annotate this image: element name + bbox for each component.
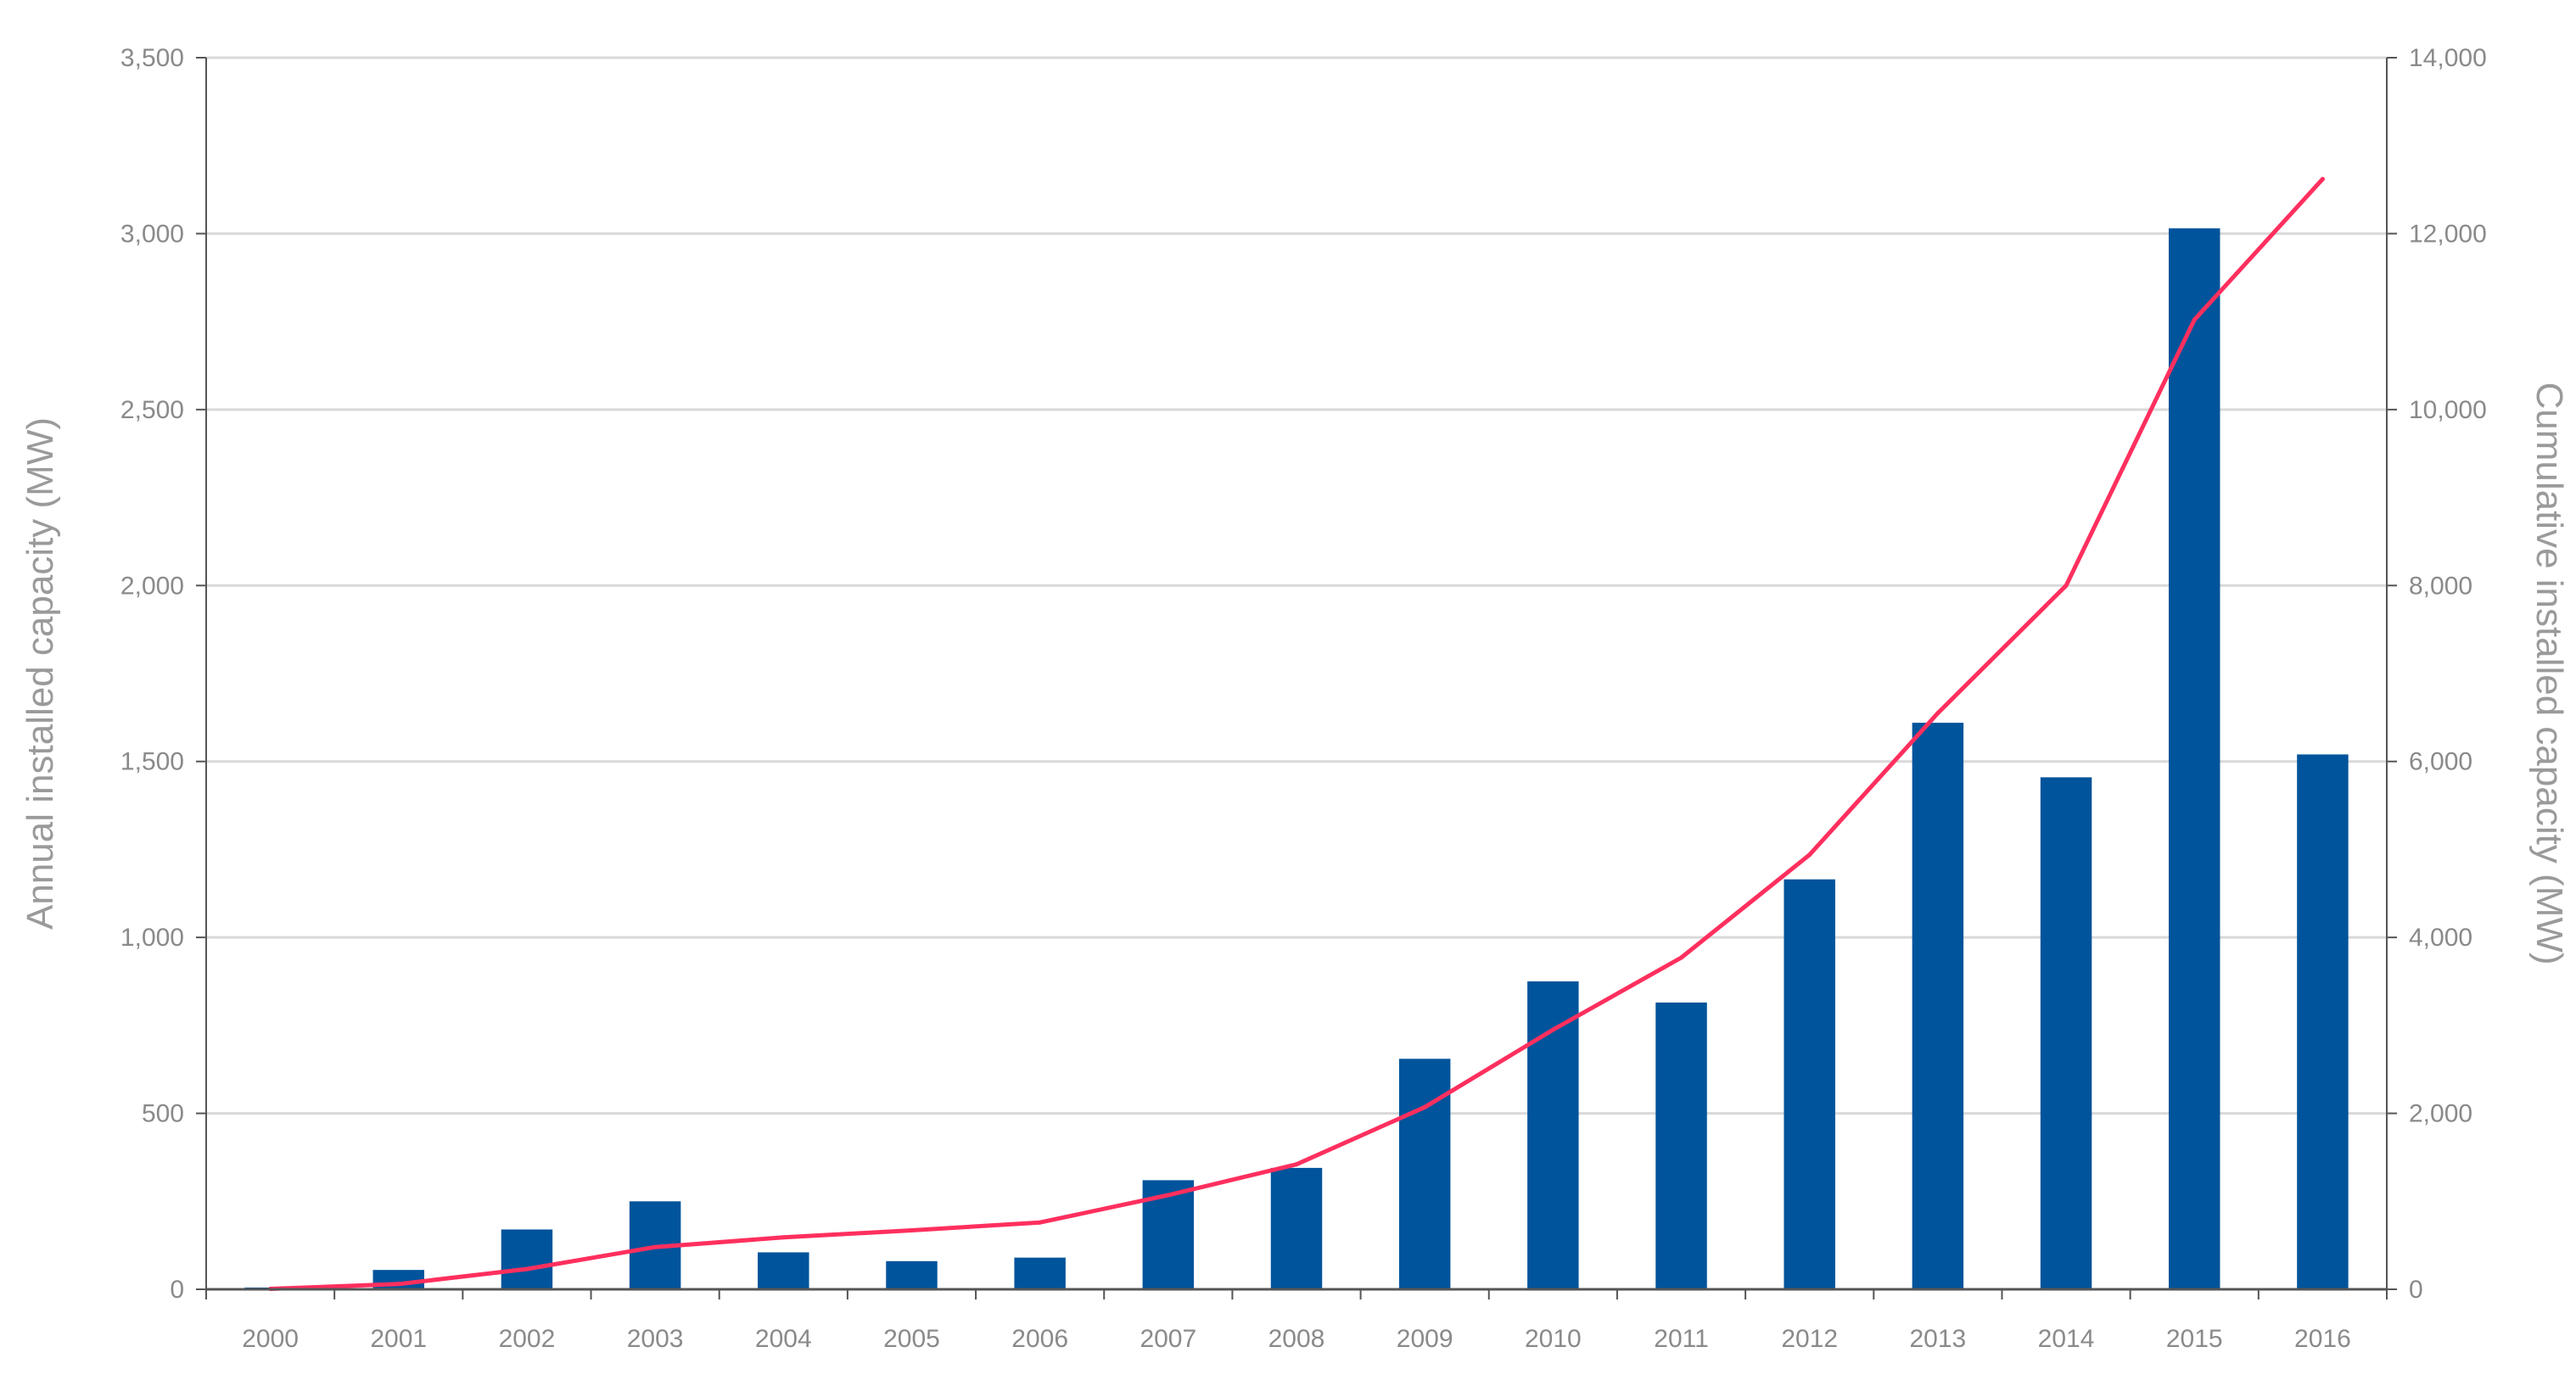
- cumulative-line-group: [268, 176, 2325, 1291]
- y-tick-label-left: 500: [142, 1100, 184, 1128]
- x-tick-label: 2001: [370, 1325, 427, 1353]
- line-point: [1166, 1193, 1171, 1198]
- line-point: [524, 1266, 529, 1271]
- line-point: [781, 1235, 786, 1240]
- y-tick-label-left: 1,500: [120, 748, 184, 776]
- y-tick-label-right: 14,000: [2409, 44, 2487, 72]
- bar: [1398, 1059, 1451, 1289]
- bar: [1270, 1167, 1323, 1289]
- x-tick-label: 2004: [755, 1325, 812, 1353]
- x-tick-label: 2015: [2166, 1325, 2223, 1353]
- bar: [2297, 754, 2349, 1289]
- x-tick-label: 2010: [1525, 1325, 1582, 1353]
- line-point: [1550, 1027, 1555, 1032]
- x-tick-label: 2002: [499, 1325, 556, 1353]
- y-tick-label-right: 10,000: [2409, 396, 2487, 424]
- cumulative-line: [268, 176, 2325, 1291]
- line-point: [1935, 711, 1940, 716]
- y-tick-label-right: 0: [2409, 1276, 2423, 1304]
- line-point: [909, 1228, 914, 1233]
- y-tick-label-left: 1,000: [120, 924, 184, 952]
- annual-bars: [244, 228, 2349, 1290]
- x-tick-label: 2012: [1781, 1325, 1838, 1353]
- x-tick-label: 2003: [627, 1325, 684, 1353]
- bar: [1912, 723, 1964, 1289]
- x-tick-label: 2009: [1397, 1325, 1453, 1353]
- bar: [2040, 777, 2092, 1289]
- x-tick-label: 2013: [1910, 1325, 1967, 1353]
- line-point: [2320, 176, 2325, 182]
- axes: [196, 57, 2397, 1299]
- y-tick-label-right: 8,000: [2409, 572, 2472, 600]
- x-tick-label: 2005: [883, 1325, 940, 1353]
- line-point: [396, 1282, 401, 1287]
- x-tick-label: 2006: [1011, 1325, 1068, 1353]
- bar: [1527, 981, 1579, 1289]
- y-tick-label-left: 3,000: [120, 220, 184, 248]
- bar: [2169, 228, 2220, 1290]
- line-point: [2192, 317, 2197, 322]
- x-tick-label: 2008: [1268, 1325, 1325, 1353]
- gridlines: [206, 56, 2387, 1115]
- bar: [1784, 879, 1835, 1289]
- y-axis-title-left: Annual installed capacity (MW): [20, 417, 61, 930]
- bar: [1655, 1002, 1707, 1289]
- y-tick-label-right: 12,000: [2409, 220, 2487, 248]
- bar: [1014, 1257, 1066, 1289]
- bar: [501, 1229, 553, 1289]
- y-tick-label-right: 6,000: [2409, 748, 2472, 776]
- bar: [886, 1260, 938, 1289]
- line-point: [1807, 852, 1812, 858]
- line-point: [1294, 1162, 1299, 1167]
- bar: [758, 1252, 809, 1289]
- x-tick-label: 2016: [2294, 1325, 2351, 1353]
- tick-labels: 0 0 500 2,000 1,000 4,000 1,500 6,000 2,000 8,000…: [120, 44, 2487, 1353]
- line-point: [1038, 1220, 1043, 1225]
- line-point: [652, 1244, 658, 1249]
- x-tick-label: 2000: [242, 1325, 299, 1353]
- y-tick-label-right: 4,000: [2409, 924, 2472, 952]
- y-tick-label-left: 3,500: [120, 44, 184, 72]
- y-tick-label-left: 2,000: [120, 572, 184, 600]
- line-point: [1422, 1104, 1427, 1109]
- line-point: [2064, 583, 2069, 588]
- x-tick-label: 2011: [1654, 1325, 1709, 1353]
- x-tick-label: 2014: [2038, 1325, 2095, 1353]
- y-tick-label-right: 2,000: [2409, 1100, 2472, 1128]
- y-axis-title-right: Cumulative installed capacity (MW): [2528, 382, 2570, 964]
- x-tick-label: 2007: [1140, 1325, 1196, 1353]
- y-tick-label-left: 0: [170, 1276, 184, 1304]
- y-tick-label-left: 2,500: [120, 396, 184, 424]
- line-point: [1679, 955, 1684, 960]
